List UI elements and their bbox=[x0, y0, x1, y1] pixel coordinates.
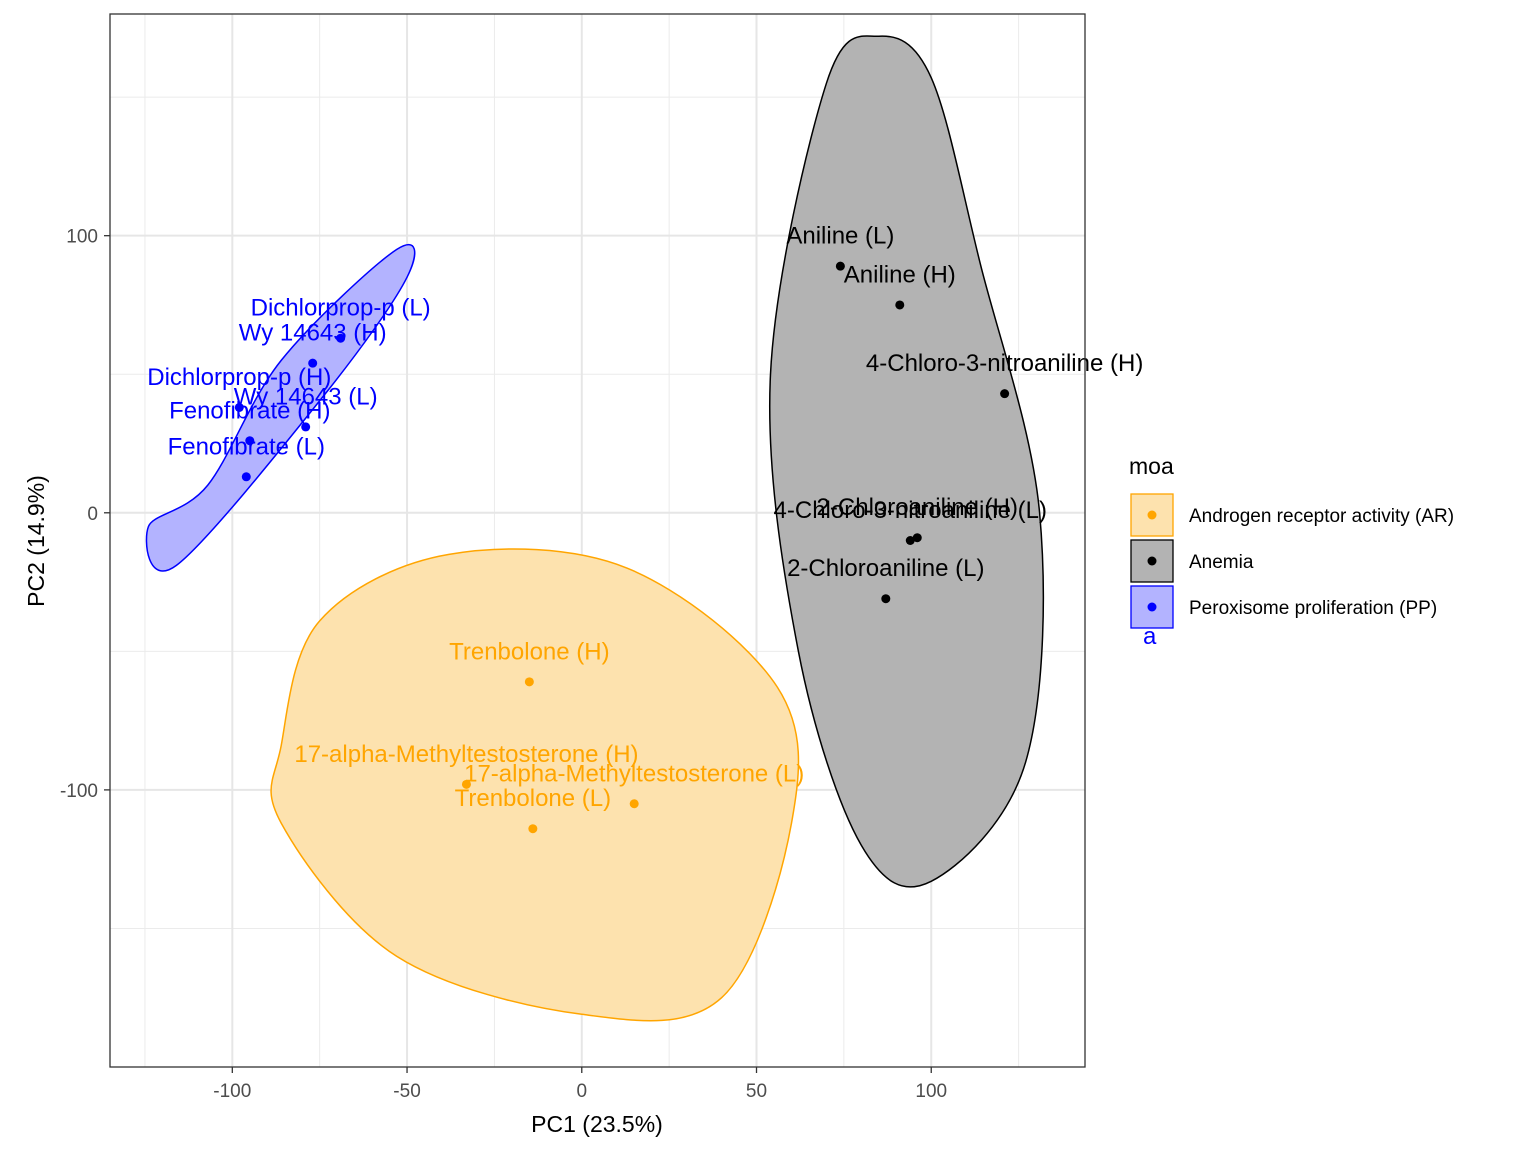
confidence-ellipses bbox=[145, 35, 1045, 1022]
data-points bbox=[234, 261, 1010, 834]
data-point bbox=[234, 402, 244, 412]
point-label: Trenbolone (L) bbox=[455, 785, 612, 812]
point-label: Dichlorprop-p (L) bbox=[251, 295, 431, 322]
y-axis-title: PC2 (14.9%) bbox=[23, 475, 49, 607]
data-point bbox=[301, 422, 311, 432]
x-axis-ticks: -100 -50 0 50 100 bbox=[213, 1067, 947, 1102]
stray-legend-text: a bbox=[1143, 623, 1157, 650]
point-label: Wy 14643 (L) bbox=[234, 383, 378, 410]
x-tick-label: 50 bbox=[746, 1081, 767, 1102]
data-point bbox=[881, 594, 891, 604]
x-tick-label: 0 bbox=[576, 1081, 587, 1102]
x-tick-label: -50 bbox=[393, 1081, 420, 1102]
point-label: Wy 14643 (H) bbox=[239, 320, 387, 347]
legend-title: moa bbox=[1129, 453, 1174, 479]
x-axis-title: PC1 (23.5%) bbox=[531, 1111, 663, 1137]
point-label: 2-Chloroaniline (H) bbox=[817, 494, 1018, 521]
point-label: 2-Chloroaniline (L) bbox=[787, 555, 984, 582]
data-point bbox=[629, 799, 639, 809]
data-point bbox=[524, 677, 534, 687]
y-tick-label: -100 bbox=[60, 781, 98, 802]
data-point bbox=[905, 536, 915, 545]
data-point bbox=[241, 472, 251, 482]
data-point bbox=[528, 824, 538, 834]
point-label: Fenofibrate (H) bbox=[169, 397, 330, 424]
x-tick-label: 100 bbox=[915, 1081, 947, 1102]
y-tick-label: 100 bbox=[66, 227, 98, 248]
point-label: Trenbolone (H) bbox=[449, 638, 610, 665]
point-labels: Trenbolone (H) 17-alpha-Methyltestosteron… bbox=[147, 223, 1143, 813]
legend-key bbox=[1130, 539, 1174, 583]
confidence-ellipse bbox=[270, 548, 800, 1022]
point-label: 4-Chloro-3-nitroaniline (H) bbox=[866, 350, 1143, 377]
point-label: 17-alpha-Methyltestosterone (L) bbox=[464, 760, 804, 787]
point-label: 17-alpha-Methyltestosterone (H) bbox=[294, 741, 638, 768]
data-point bbox=[895, 300, 905, 310]
point-label: 4-Chloro-3-nitroaniline (L) bbox=[774, 497, 1047, 524]
legend-label: Androgen receptor activity (AR) bbox=[1189, 506, 1454, 527]
data-point bbox=[835, 261, 845, 271]
data-point bbox=[461, 779, 471, 789]
legend-key-point bbox=[1147, 602, 1157, 612]
point-label: Aniline (L) bbox=[786, 223, 894, 250]
y-axis-ticks: -100 0 100 bbox=[60, 227, 110, 802]
confidence-ellipse bbox=[768, 35, 1045, 888]
legend: moa Androgen receptor activity (AR) Anemi… bbox=[1129, 453, 1454, 629]
legend-key-point bbox=[1147, 510, 1157, 520]
plot-panel-border bbox=[109, 13, 1086, 1068]
y-tick-label: 0 bbox=[87, 504, 98, 525]
point-label: Aniline (H) bbox=[844, 261, 956, 288]
data-point bbox=[912, 533, 922, 543]
confidence-ellipse bbox=[145, 243, 416, 572]
point-label: Dichlorprop-p (H) bbox=[147, 364, 331, 391]
legend-label: Anemia bbox=[1189, 552, 1254, 573]
x-tick-label: -100 bbox=[213, 1081, 251, 1102]
data-point bbox=[308, 358, 318, 368]
data-point bbox=[336, 333, 346, 343]
data-point bbox=[245, 436, 255, 446]
point-label: Fenofibrate (L) bbox=[168, 433, 325, 460]
legend-key-point bbox=[1147, 556, 1157, 566]
data-point bbox=[1000, 389, 1010, 399]
legend-label: Peroxisome proliferation (PP) bbox=[1189, 598, 1437, 619]
